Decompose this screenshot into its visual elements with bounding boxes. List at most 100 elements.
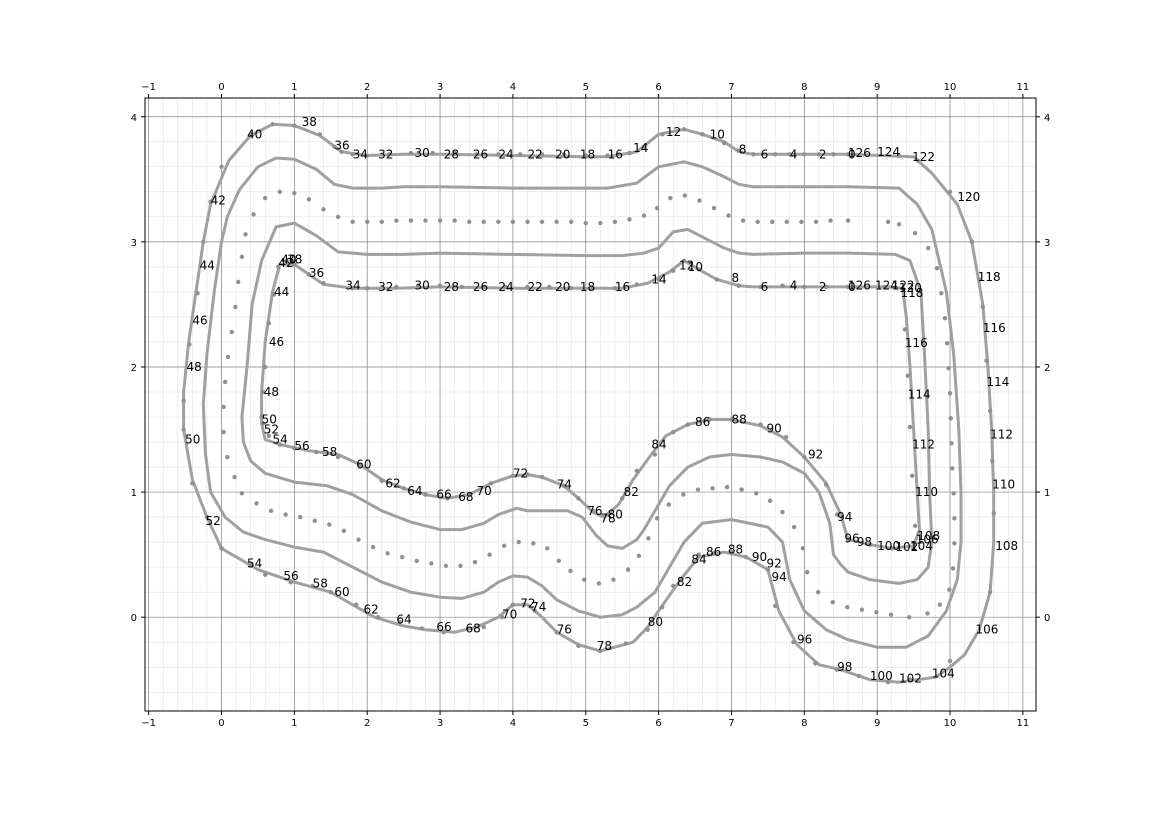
waypoint-marker — [656, 277, 661, 282]
waypoint-marker — [800, 546, 806, 551]
waypoint-marker — [190, 481, 195, 486]
waypoint-marker — [181, 398, 186, 403]
waypoint-marker — [791, 639, 796, 645]
waypoint-marker — [243, 232, 248, 237]
waypoint-marker — [987, 408, 993, 413]
waypoint-marker — [248, 132, 253, 137]
waypoint-label: 118 — [978, 270, 1001, 284]
waypoint-label: 62 — [364, 603, 379, 617]
waypoint-marker — [236, 279, 241, 285]
waypoint-marker — [949, 441, 954, 446]
x-tick-label: 0 — [218, 82, 224, 93]
waypoint-marker — [780, 509, 785, 515]
waypoint-marker — [666, 502, 672, 507]
waypoint-marker — [408, 218, 414, 223]
waypoint-marker — [568, 219, 574, 225]
x-tick-label: −1 — [141, 718, 156, 729]
waypoint-marker — [499, 614, 505, 620]
waypoint-marker — [229, 329, 234, 335]
x-tick-label: 8 — [801, 718, 807, 729]
waypoint-marker — [670, 268, 676, 273]
waypoint-marker — [619, 496, 625, 501]
waypoint-label: 0 — [848, 280, 856, 294]
waypoint-marker — [816, 152, 822, 157]
waypoint-marker — [947, 189, 953, 195]
waypoint-marker — [314, 449, 319, 455]
waypoint-marker — [335, 454, 341, 460]
waypoint-marker — [976, 277, 982, 282]
waypoint-label: 52 — [264, 423, 279, 437]
x-tick-label: 1 — [291, 82, 297, 93]
waypoint-label: 32 — [378, 280, 393, 294]
waypoint-marker — [654, 205, 660, 211]
waypoint-marker — [729, 417, 734, 422]
waypoint-marker — [791, 524, 797, 530]
waypoint-marker — [946, 366, 951, 371]
waypoint-label: 122 — [892, 279, 915, 293]
waypoint-marker — [276, 264, 281, 270]
waypoint-label: 6 — [761, 280, 769, 294]
y-tick-label: 2 — [1044, 363, 1050, 374]
waypoint-marker — [845, 604, 850, 610]
waypoint-marker — [634, 282, 639, 287]
waypoint-label: 54 — [272, 433, 287, 447]
waypoint-marker — [939, 290, 944, 296]
waypoint-label: 70 — [476, 484, 491, 498]
waypoint-label: 60 — [356, 458, 371, 472]
waypoint-label: 68 — [466, 621, 481, 635]
waypoint-marker — [335, 214, 341, 220]
waypoint-marker — [660, 604, 665, 610]
waypoint-marker — [260, 389, 266, 395]
waypoint-marker — [937, 602, 943, 607]
waypoint-marker — [627, 150, 632, 156]
waypoint-marker — [379, 478, 384, 484]
waypoint-marker — [532, 608, 537, 614]
waypoint-label: 56 — [283, 569, 298, 583]
waypoint-marker — [831, 152, 836, 157]
waypoint-marker — [488, 481, 494, 486]
waypoint-label: 4 — [790, 279, 798, 293]
waypoint-label: 22 — [527, 280, 542, 294]
waypoint-label: 106 — [916, 533, 939, 547]
waypoint-marker — [912, 230, 918, 236]
waypoint-marker — [266, 320, 272, 326]
waypoint-marker — [907, 614, 912, 620]
waypoint-label: 26 — [473, 280, 488, 294]
waypoint-label: 18 — [580, 280, 595, 294]
waypoint-marker — [219, 164, 224, 170]
waypoint-marker — [828, 218, 833, 223]
waypoint-label: 92 — [766, 556, 781, 570]
waypoint-label: 96 — [797, 633, 812, 647]
x-tick-label: 3 — [437, 718, 443, 729]
waypoint-label: 34 — [353, 147, 368, 161]
waypoint-marker — [950, 566, 956, 571]
waypoint-marker — [328, 589, 333, 595]
waypoint-marker — [503, 284, 508, 290]
waypoint-marker — [711, 205, 717, 211]
waypoint-marker — [221, 429, 226, 435]
waypoint-marker — [195, 290, 200, 296]
waypoint-label: 44 — [274, 285, 289, 299]
plot-frame — [144, 97, 1037, 712]
waypoint-label: 104 — [910, 539, 933, 553]
waypoint-label: 78 — [597, 639, 612, 653]
y-tick-label: 0 — [131, 613, 137, 624]
waypoint-marker — [510, 473, 516, 479]
waypoint-label: 72 — [520, 596, 535, 610]
waypoint-marker — [813, 661, 818, 666]
waypoint-marker — [277, 442, 282, 447]
waypoint-marker — [743, 554, 749, 560]
waypoint-marker — [221, 404, 226, 410]
waypoint-label: 44 — [200, 259, 215, 273]
waypoint-marker — [327, 522, 332, 527]
waypoint-marker — [525, 472, 530, 477]
waypoint-marker — [472, 559, 478, 565]
waypoint-marker — [375, 614, 381, 620]
waypoint-marker — [700, 132, 705, 137]
waypoint-marker — [350, 219, 355, 225]
waypoint-marker — [350, 285, 355, 291]
waypoint-label: 126 — [848, 146, 871, 160]
waypoint-marker — [623, 641, 629, 646]
y-tick-label: 1 — [1044, 488, 1050, 499]
waypoint-marker — [481, 624, 486, 630]
